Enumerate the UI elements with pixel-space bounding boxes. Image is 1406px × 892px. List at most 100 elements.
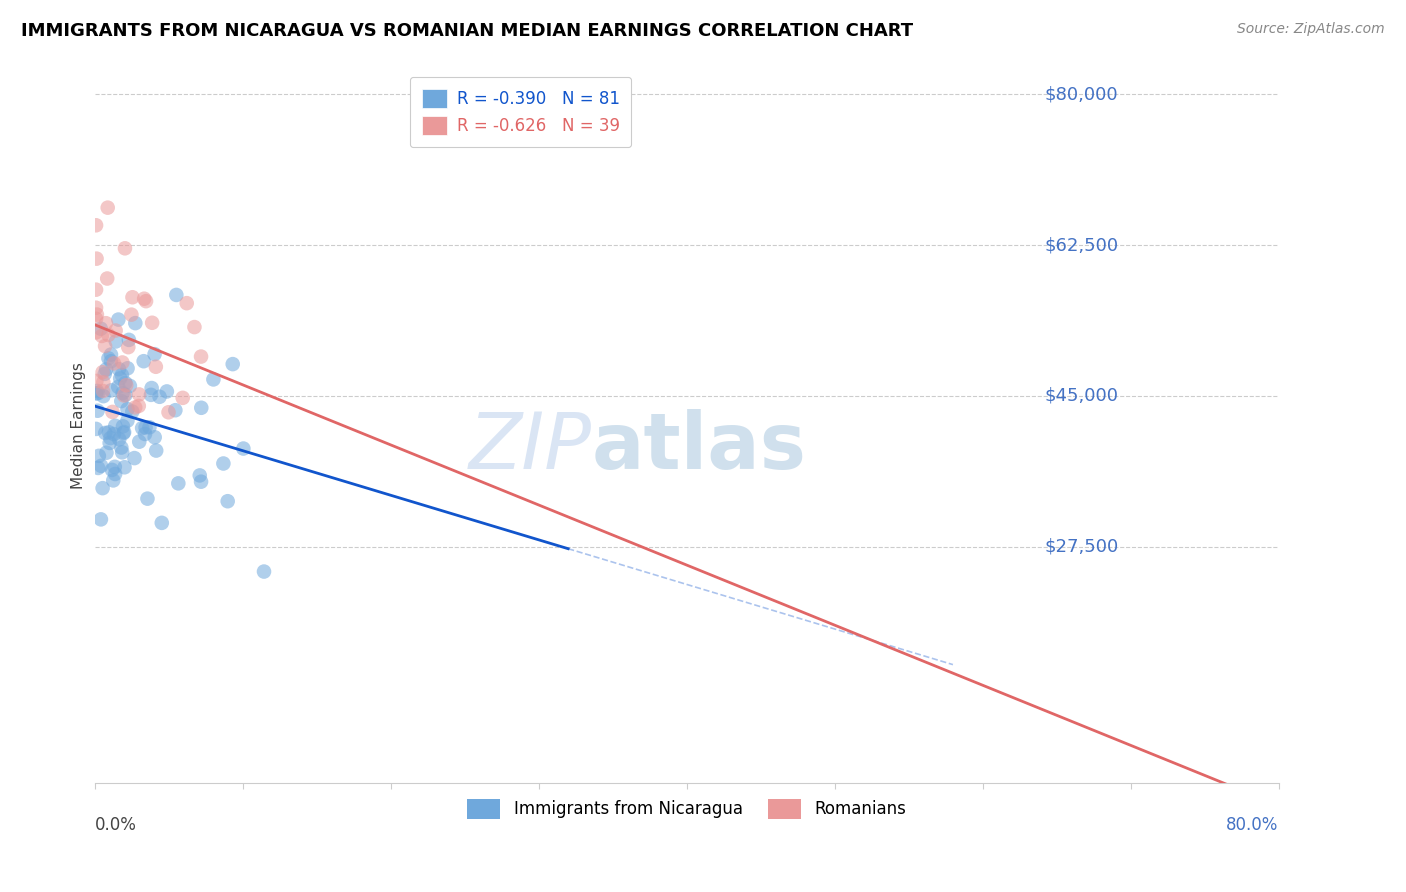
Point <box>86 384 108 398</box>
Point <box>84 219 107 233</box>
Point <box>190 350 212 364</box>
Point <box>103 427 125 442</box>
Point <box>232 442 254 456</box>
Point <box>115 378 138 392</box>
Point <box>94 316 117 330</box>
Point <box>110 394 132 409</box>
Point <box>124 316 146 330</box>
Point <box>87 449 110 463</box>
Point <box>101 463 124 477</box>
Point <box>112 425 135 439</box>
Point <box>190 475 212 489</box>
Point <box>120 308 142 322</box>
Point <box>103 356 125 370</box>
Point <box>84 422 107 436</box>
Point <box>114 376 136 390</box>
Point <box>141 316 163 330</box>
Point <box>101 405 124 419</box>
Point <box>84 301 107 315</box>
Point <box>167 476 190 491</box>
Point <box>111 355 134 369</box>
Point <box>91 384 114 398</box>
Point <box>94 339 117 353</box>
Point <box>118 333 141 347</box>
Point <box>111 368 134 382</box>
Point <box>96 362 118 376</box>
Point <box>114 460 136 475</box>
Point <box>190 401 212 415</box>
Point <box>156 384 179 399</box>
Point <box>97 351 120 366</box>
Point <box>97 201 120 215</box>
Point <box>86 403 108 417</box>
Text: $27,500: $27,500 <box>1045 538 1118 556</box>
Point <box>128 399 150 413</box>
Text: $45,000: $45,000 <box>1045 387 1118 405</box>
Point <box>114 388 136 402</box>
Y-axis label: Median Earnings: Median Earnings <box>72 362 86 490</box>
Legend: Immigrants from Nicaragua, Romanians: Immigrants from Nicaragua, Romanians <box>460 793 912 825</box>
Point <box>97 425 120 440</box>
Point <box>84 311 107 326</box>
Point <box>108 371 131 385</box>
Point <box>100 348 122 362</box>
Point <box>217 494 239 508</box>
Point <box>139 388 162 402</box>
Text: IMMIGRANTS FROM NICARAGUA VS ROMANIAN MEDIAN EARNINGS CORRELATION CHART: IMMIGRANTS FROM NICARAGUA VS ROMANIAN ME… <box>21 22 914 40</box>
Point <box>107 380 129 394</box>
Point <box>128 434 150 449</box>
Point <box>117 402 139 417</box>
Point <box>96 446 118 460</box>
Text: atlas: atlas <box>592 409 807 485</box>
Text: 80.0%: 80.0% <box>1226 815 1278 834</box>
Point <box>107 312 129 326</box>
Point <box>108 432 131 446</box>
Point <box>100 354 122 368</box>
Point <box>91 376 114 390</box>
Point <box>91 365 114 379</box>
Point <box>86 308 108 322</box>
Point <box>104 418 127 433</box>
Point <box>118 379 141 393</box>
Text: $62,500: $62,500 <box>1045 236 1118 254</box>
Point <box>94 425 117 440</box>
Point <box>134 427 156 442</box>
Point <box>100 431 122 445</box>
Text: Source: ZipAtlas.com: Source: ZipAtlas.com <box>1237 22 1385 37</box>
Point <box>94 367 117 381</box>
Point <box>111 419 134 434</box>
Point <box>145 359 167 374</box>
Point <box>104 324 127 338</box>
Point <box>138 420 160 434</box>
Point <box>87 461 110 475</box>
Point <box>87 386 110 401</box>
Text: ZIP: ZIP <box>468 409 592 485</box>
Point <box>141 381 163 395</box>
Point <box>111 386 134 401</box>
Point <box>131 421 153 435</box>
Point <box>96 271 118 285</box>
Point <box>104 459 127 474</box>
Point <box>136 491 159 506</box>
Point <box>103 474 125 488</box>
Point <box>100 384 122 398</box>
Point <box>143 347 166 361</box>
Point <box>104 467 127 481</box>
Point <box>90 512 112 526</box>
Point <box>98 436 121 450</box>
Point <box>124 451 146 466</box>
Point <box>172 391 194 405</box>
Point <box>148 390 170 404</box>
Point <box>114 241 136 255</box>
Point <box>124 401 146 415</box>
Point <box>86 374 108 388</box>
Point <box>93 389 115 403</box>
Point <box>212 457 235 471</box>
Point <box>117 361 139 376</box>
Point <box>110 441 132 455</box>
Point <box>135 420 157 434</box>
Point <box>97 327 120 342</box>
Point <box>117 414 139 428</box>
Point <box>112 426 135 441</box>
Point <box>117 340 139 354</box>
